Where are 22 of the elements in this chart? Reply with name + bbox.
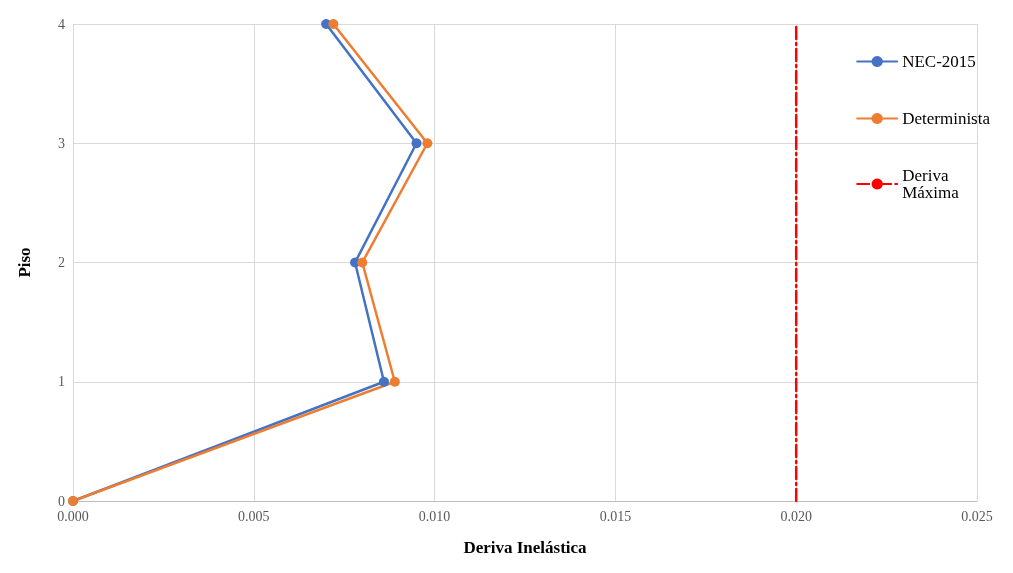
point xyxy=(328,19,339,29)
y-axis-title: Piso xyxy=(15,247,34,278)
x-axis-title: Deriva Inelástica xyxy=(463,538,588,557)
point xyxy=(378,376,389,387)
y-tick-label: 1 xyxy=(58,374,65,390)
point xyxy=(411,138,422,149)
legend-label: NEC-2015 xyxy=(902,52,976,71)
y-tick-label: 4 xyxy=(58,16,65,32)
x-tick-label: 0.025 xyxy=(961,508,993,524)
x-tick-label: 0.015 xyxy=(599,508,632,524)
y-tick-label: 0 xyxy=(58,493,65,509)
x-tick-label: 0.020 xyxy=(780,508,812,524)
x-tick-label: 0.005 xyxy=(238,508,270,524)
x-tick-label: 0.000 xyxy=(57,508,89,524)
y-tick-label: 3 xyxy=(58,135,65,151)
y-tick-label: 2 xyxy=(58,255,65,270)
x-tick-label: 0.010 xyxy=(418,508,451,524)
point xyxy=(422,138,433,149)
point xyxy=(389,376,400,387)
point xyxy=(357,257,368,268)
legend-label: Determinista xyxy=(902,109,991,128)
legend-label: Deriva Máxima xyxy=(902,166,960,202)
